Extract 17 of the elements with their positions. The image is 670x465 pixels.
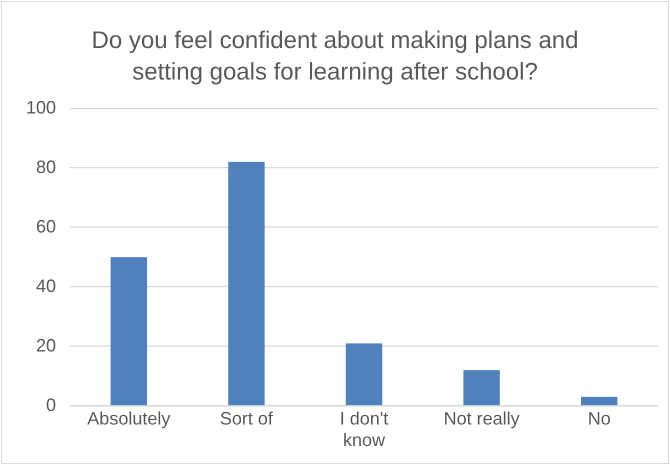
y-tick-label: 80 <box>36 156 56 177</box>
bar <box>110 257 148 406</box>
y-tick-label: 100 <box>26 97 56 118</box>
y-tick-label: 0 <box>46 394 56 415</box>
bar <box>580 396 618 406</box>
x-tick-label: No <box>588 408 611 429</box>
chart-title: Do you feel confident about making plans and setting goals for learning after school? <box>92 27 578 86</box>
bar <box>228 162 265 406</box>
bar <box>463 370 500 406</box>
y-tick-label: 60 <box>36 216 56 236</box>
x-tick-label: Sort of <box>220 408 274 429</box>
y-tick-label: 20 <box>36 335 56 356</box>
x-tick-label: Absolutely <box>87 408 170 429</box>
bar <box>346 343 382 406</box>
x-tick-label: Not really <box>444 408 520 429</box>
x-tick-label: I don't know <box>340 408 388 450</box>
y-tick-label: 40 <box>36 276 56 296</box>
